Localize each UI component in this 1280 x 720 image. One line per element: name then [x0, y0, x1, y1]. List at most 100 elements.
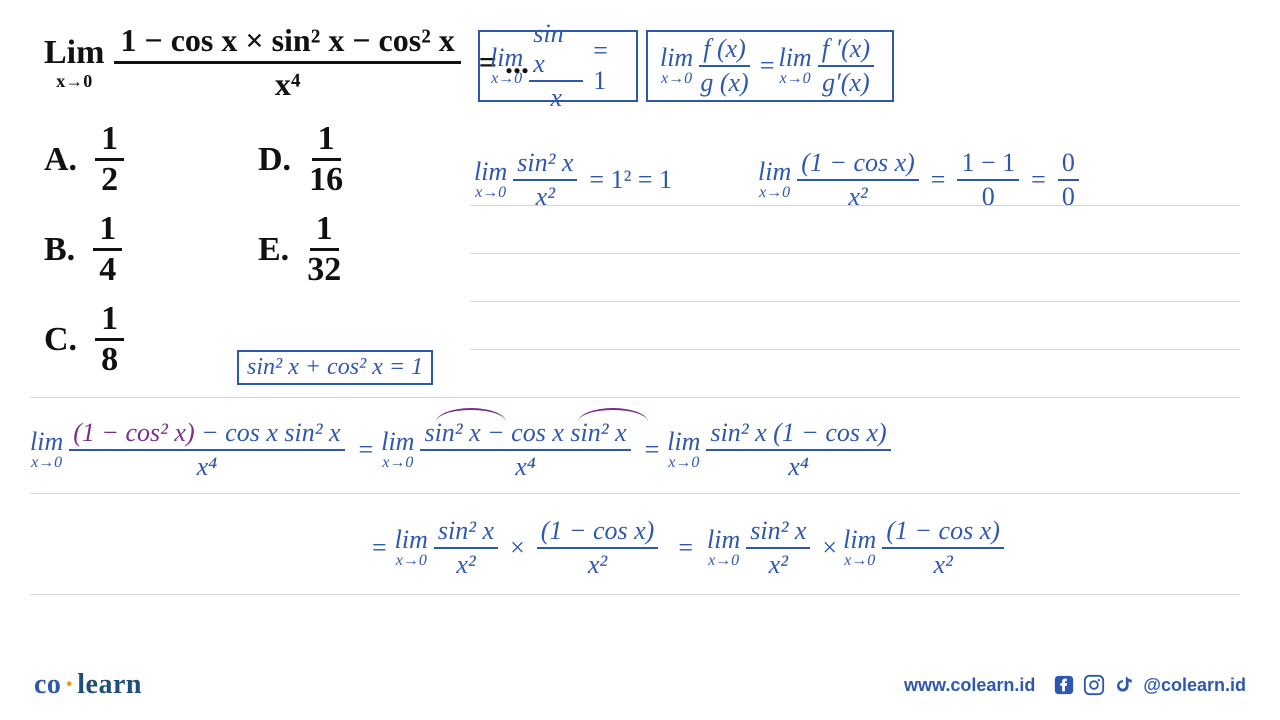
- w1-eq1: =: [359, 435, 374, 465]
- c1-sub: x→0: [475, 185, 506, 201]
- h2-rtop: f ′(x): [818, 34, 874, 67]
- w1-bot1: x⁴: [197, 451, 218, 482]
- c2-lim: lim: [758, 159, 791, 185]
- c2-top: (1 − cos x): [797, 148, 919, 181]
- w1-sub2: x→0: [382, 455, 413, 471]
- main-numer: 1 − cos x × sin² x − cos² x: [114, 22, 460, 64]
- w1-bot3: x⁴: [788, 451, 809, 482]
- hint1-lim: lim: [490, 45, 523, 71]
- c2-ztop: 0: [1058, 148, 1079, 181]
- pythag-identity: sin² x + cos² x = 1: [247, 354, 423, 380]
- c1-top: sin² x: [513, 148, 577, 181]
- lim-label: Lim: [44, 36, 104, 70]
- choice-d: D. 116: [258, 122, 343, 197]
- arc-1: [436, 408, 506, 422]
- choice-a-top: 1: [95, 122, 124, 161]
- work-line-2: = limx→0 sin² xx² × (1 − cos x)x² = limx…: [372, 516, 1010, 580]
- check-sin2-over-x2: limx→0 sin² xx² = 1² = 1: [474, 148, 672, 212]
- choice-e-top: 1: [310, 212, 339, 251]
- w1-lim3: lim: [667, 429, 700, 455]
- social-handle: @colearn.id: [1143, 675, 1246, 696]
- h2-eq: =: [760, 51, 775, 81]
- rule-3: [470, 301, 1240, 302]
- main-fraction: 1 − cos x × sin² x − cos² x x⁴: [114, 22, 460, 103]
- w2-eq1: =: [678, 533, 693, 563]
- hint1-bot: x: [550, 82, 562, 113]
- logo-dot: ·: [61, 669, 77, 700]
- hint1-rhs: = 1: [593, 36, 626, 96]
- footer: co·learn www.colearn.id @colearn.id: [0, 664, 1280, 720]
- lim-operator: Lim x→0: [44, 36, 104, 90]
- h2-ltop: f (x): [699, 34, 750, 67]
- brand-logo: co·learn: [34, 669, 142, 701]
- c2-zbot: 0: [1062, 181, 1075, 212]
- w2-sub1: x→0: [396, 553, 427, 569]
- rule-7: [30, 594, 1240, 595]
- choice-c: C. 18: [44, 302, 124, 377]
- instagram-icon: [1083, 674, 1105, 696]
- w1-eq2: =: [645, 435, 660, 465]
- w2-gatop: sin² x: [746, 516, 810, 549]
- w2-times1: ×: [510, 533, 525, 563]
- choice-d-bot: 16: [309, 161, 343, 197]
- w2-gbbot: x²: [933, 549, 952, 580]
- choice-d-label: D.: [258, 141, 291, 179]
- w2-fabot: x²: [456, 549, 475, 580]
- pythag-identity-box: sin² x + cos² x = 1: [237, 350, 433, 385]
- choice-e-label: E.: [258, 231, 289, 269]
- w2-fatop: sin² x: [434, 516, 498, 549]
- w2-lim3: lim: [843, 527, 876, 553]
- c1-bot: x²: [536, 181, 555, 212]
- h2-sub2: x→0: [780, 71, 811, 87]
- w2-fbbot: x²: [588, 549, 607, 580]
- w2-fbtop: (1 − cos x): [537, 516, 659, 549]
- w2-lim2: lim: [707, 527, 740, 553]
- c2-sub: x→0: [759, 185, 790, 201]
- choice-c-bot: 8: [101, 341, 118, 377]
- h2-lim2: lim: [778, 45, 811, 71]
- h2-lbot: g (x): [700, 67, 748, 98]
- choice-a-label: A.: [44, 141, 77, 179]
- choice-b-label: B.: [44, 231, 75, 269]
- hint1-top: sin x: [529, 19, 583, 82]
- social-icons: [1053, 674, 1135, 696]
- w2-sub3: x→0: [844, 553, 875, 569]
- w2-times2: ×: [822, 533, 837, 563]
- w1-top2: sin² x − cos x sin² x: [420, 418, 630, 451]
- c2-eq2: =: [1031, 165, 1046, 195]
- check-1-cos-over-x2: limx→0 (1 − cos x)x² = 1 − 10 = 00: [758, 148, 1085, 212]
- w1-lim2: lim: [381, 429, 414, 455]
- c2-rtop: 1 − 1: [957, 148, 1019, 181]
- w2-lim1: lim: [395, 527, 428, 553]
- w2-eq0: =: [372, 533, 387, 563]
- choice-c-top: 1: [95, 302, 124, 341]
- c2-rbot: 0: [982, 181, 995, 212]
- hint-box-sinc: limx→0 sin xx = 1: [478, 30, 638, 102]
- w2-gbtop: (1 − cos x): [882, 516, 1004, 549]
- rule-4: [470, 349, 1240, 350]
- h2-rbot: g′(x): [822, 67, 870, 98]
- c1-lim: lim: [474, 159, 507, 185]
- work-line-1: limx→0 (1 − cos² x) − cos x sin² xx⁴ = l…: [30, 418, 897, 482]
- website-url: www.colearn.id: [904, 675, 1035, 696]
- main-denom: x⁴: [275, 64, 301, 103]
- w1-top1a: (1 − cos² x): [73, 418, 194, 447]
- choice-a-bot: 2: [101, 161, 118, 197]
- w2-sub2: x→0: [708, 553, 739, 569]
- w1-top3: sin² x (1 − cos x): [706, 418, 890, 451]
- w1-lim1: lim: [30, 429, 63, 455]
- h2-sub1: x→0: [661, 71, 692, 87]
- logo-learn: learn: [77, 669, 142, 700]
- c1-rhs: = 1² = 1: [589, 165, 672, 195]
- w2-gabot: x²: [769, 549, 788, 580]
- choice-b-top: 1: [93, 212, 122, 251]
- rule-6: [30, 493, 1240, 494]
- c2-eq1: =: [931, 165, 946, 195]
- hint-box-lhopital: limx→0 f (x)g (x) = limx→0 f ′(x)g′(x): [646, 30, 894, 102]
- lim-sub: x→0: [56, 72, 92, 90]
- w1-sub1: x→0: [31, 455, 62, 471]
- c2-bot: x²: [848, 181, 867, 212]
- choice-a: A. 12: [44, 122, 124, 197]
- choice-e: E. 132: [258, 212, 341, 287]
- facebook-icon: [1053, 674, 1075, 696]
